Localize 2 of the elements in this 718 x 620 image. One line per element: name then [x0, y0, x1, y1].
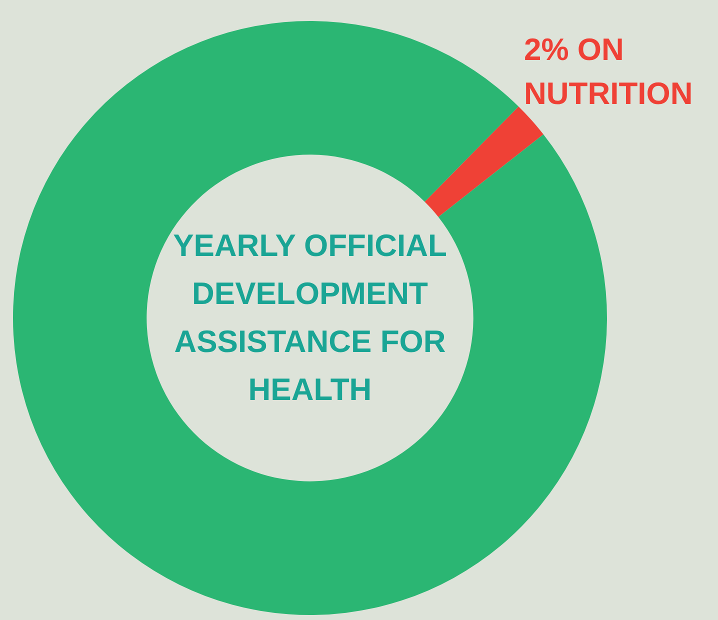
- text: YEARLY OFFICIAL DEVELOPMENT ASSISTANCE FOR HEALTH: [172, 227, 448, 409]
- data-label: 2% ON NUTRITION: [523, 31, 694, 113]
